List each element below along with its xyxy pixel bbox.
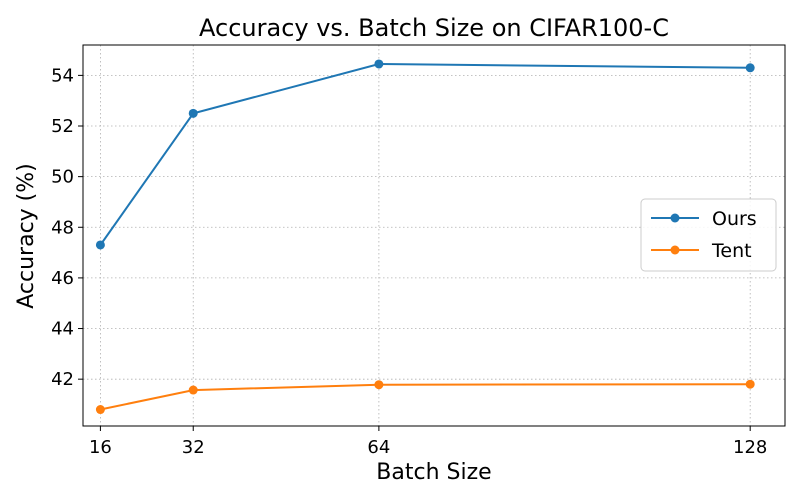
legend: Ours Tent bbox=[640, 198, 777, 272]
grid-lines bbox=[83, 45, 785, 426]
legend-label-ours: Ours bbox=[712, 208, 757, 230]
series-line-ours bbox=[99, 62, 751, 246]
y-axis-label: Accuracy (%) bbox=[14, 163, 39, 309]
series-line-tent bbox=[100, 383, 751, 411]
y-tick-label: 46 bbox=[51, 268, 74, 289]
data-point-tent bbox=[188, 385, 198, 395]
y-tick-label: 42 bbox=[51, 369, 74, 390]
y-axis-ticks: 42 44 46 48 50 52 54 bbox=[51, 65, 83, 390]
data-point-ours bbox=[745, 63, 755, 73]
series-lines bbox=[95, 59, 755, 415]
plot-frame bbox=[82, 44, 786, 427]
data-point-tent bbox=[374, 380, 384, 390]
data-point-ours bbox=[95, 240, 105, 250]
y-tick-label: 50 bbox=[51, 167, 74, 188]
x-axis-label: Batch Size bbox=[376, 460, 491, 485]
y-tick-label: 48 bbox=[51, 217, 74, 238]
x-tick-label: 128 bbox=[733, 437, 767, 458]
legend-marker-tent bbox=[670, 245, 680, 255]
chart-title: Accuracy vs. Batch Size on CIFAR100-C bbox=[199, 14, 669, 42]
x-tick-label: 64 bbox=[367, 437, 390, 458]
x-tick-label: 16 bbox=[89, 437, 112, 458]
x-axis-ticks: 16 32 64 128 bbox=[89, 426, 767, 458]
data-point-ours bbox=[374, 59, 384, 69]
data-point-tent bbox=[745, 379, 755, 389]
y-tick-label: 44 bbox=[51, 319, 74, 340]
legend-marker-ours bbox=[670, 213, 680, 223]
x-tick-label: 32 bbox=[182, 437, 205, 458]
y-tick-label: 52 bbox=[51, 116, 74, 137]
y-tick-label: 54 bbox=[51, 65, 74, 86]
data-point-tent bbox=[95, 405, 105, 415]
legend-label-tent: Tent bbox=[711, 240, 752, 262]
data-point-ours bbox=[188, 108, 198, 118]
